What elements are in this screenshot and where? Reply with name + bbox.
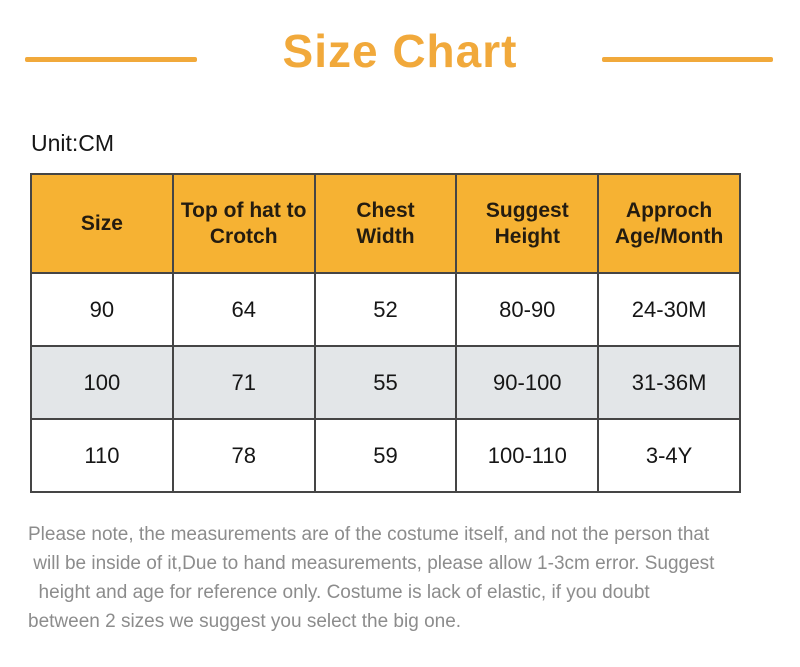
table-row-size-110: 110 78 59 100-110 3-4Y [30, 418, 741, 493]
table-cell: 90-100 [455, 345, 600, 420]
header-cell-size: Size [30, 173, 174, 274]
footer-note-line: will be inside of it,Due to hand measure… [28, 553, 715, 574]
table-cell: 78 [171, 418, 316, 493]
table-cell: 100-110 [455, 418, 600, 493]
title-divider-left [25, 57, 197, 62]
size-table: Size Top of hat to Crotch Chest Width Su… [30, 173, 741, 493]
header-cell-chest-width: Chest Width [313, 173, 458, 274]
header-cell-approch-age-month: Approch Age/Month [597, 173, 741, 274]
footer-note-line: Please note, the measurements are of the… [28, 524, 710, 545]
unit-label: Unit:CM [31, 130, 115, 156]
footer-note-line: between 2 sizes we suggest you select th… [28, 611, 462, 632]
table-cell: 110 [30, 418, 174, 493]
table-cell: 55 [313, 345, 458, 420]
table-row-size-100: 100 71 55 90-100 31-36M [30, 345, 741, 420]
table-cell: 80-90 [455, 272, 600, 347]
table-cell: 100 [30, 345, 174, 420]
page-title: Size Chart [282, 25, 518, 77]
table-cell: 31-36M [597, 345, 741, 420]
table-row-size-90: 90 64 52 80-90 24-30M [30, 272, 741, 347]
table-cell: 90 [30, 272, 174, 347]
table-cell: 64 [171, 272, 316, 347]
footer-note: Please note, the measurements are of the… [28, 520, 788, 636]
table-cell: 71 [171, 345, 316, 420]
header-cell-suggest-height: Suggest Height [455, 173, 600, 274]
table-cell: 24-30M [597, 272, 741, 347]
header-cell-top-of-hat-to-crotch: Top of hat to Crotch [171, 173, 316, 274]
footer-note-line: height and age for reference only. Costu… [28, 582, 650, 603]
table-cell: 52 [313, 272, 458, 347]
table-header-row: Size Top of hat to Crotch Chest Width Su… [30, 173, 741, 274]
title-divider-right [602, 57, 773, 62]
table-cell: 3-4Y [597, 418, 741, 493]
table-cell: 59 [313, 418, 458, 493]
